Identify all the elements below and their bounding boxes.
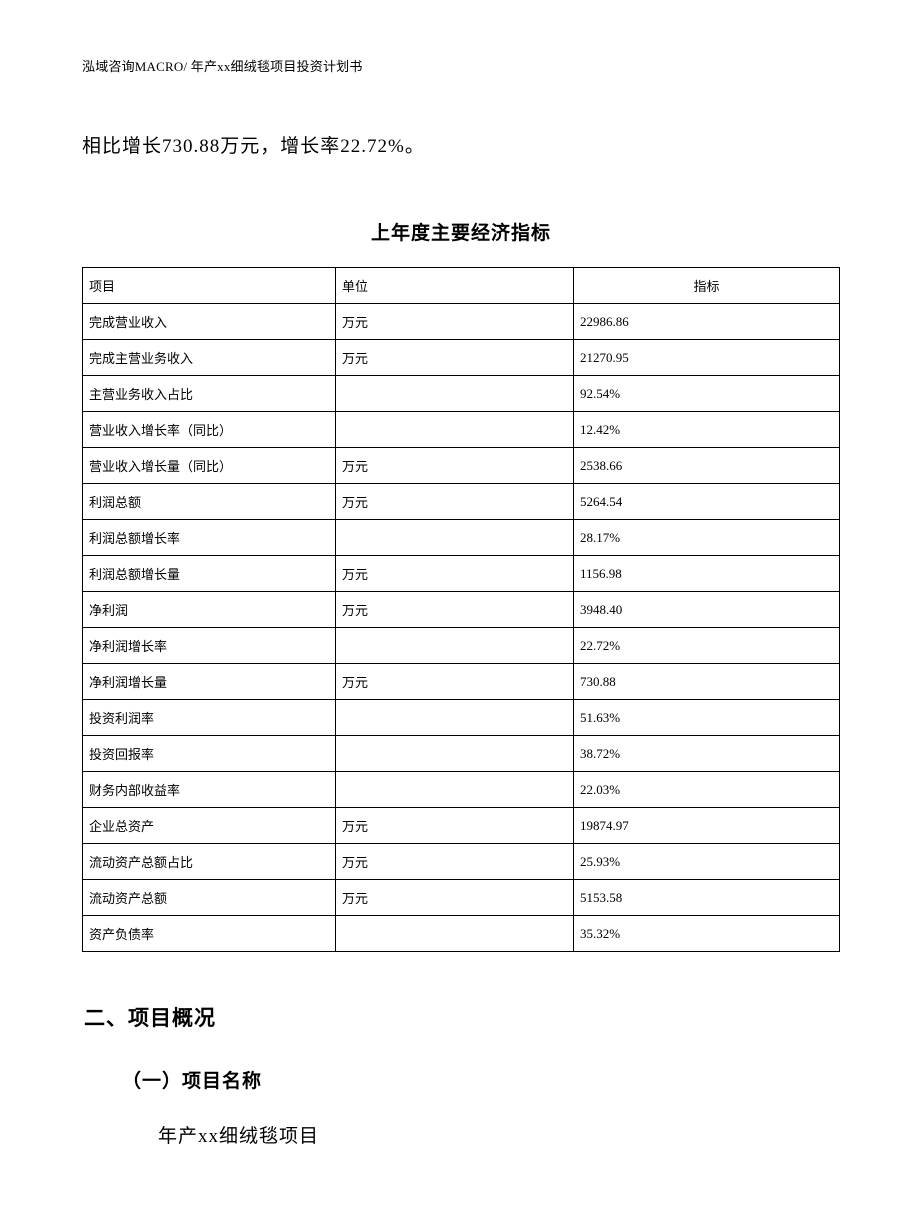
table-row: 净利润增长量万元730.88: [83, 664, 840, 700]
table-cell: 万元: [336, 556, 574, 592]
table-cell: 利润总额增长率: [83, 520, 336, 556]
table-cell: 5264.54: [574, 484, 840, 520]
table-row: 完成主营业务收入万元21270.95: [83, 340, 840, 376]
table-row: 利润总额万元5264.54: [83, 484, 840, 520]
col-header-value: 指标: [574, 268, 840, 304]
table-cell: 投资回报率: [83, 736, 336, 772]
table-cell: 万元: [336, 340, 574, 376]
col-header-unit: 单位: [336, 268, 574, 304]
section-2-subheading: （一）项目名称: [122, 1066, 840, 1093]
table-cell: 万元: [336, 304, 574, 340]
table-cell: 22986.86: [574, 304, 840, 340]
table-cell: 净利润增长率: [83, 628, 336, 664]
table-row: 流动资产总额万元5153.58: [83, 880, 840, 916]
table-row: 主营业务收入占比 92.54%: [83, 376, 840, 412]
table-cell: 22.72%: [574, 628, 840, 664]
table-header-row: 项目 单位 指标: [83, 268, 840, 304]
indicators-table: 项目 单位 指标 完成营业收入万元22986.86完成主营业务收入万元21270…: [82, 267, 840, 952]
table-cell: 3948.40: [574, 592, 840, 628]
table-row: 利润总额增长量万元1156.98: [83, 556, 840, 592]
table-cell: [336, 376, 574, 412]
table-row: 净利润万元3948.40: [83, 592, 840, 628]
table-row: 投资回报率 38.72%: [83, 736, 840, 772]
table-cell: 投资利润率: [83, 700, 336, 736]
table-row: 流动资产总额占比万元25.93%: [83, 844, 840, 880]
table-row: 资产负债率 35.32%: [83, 916, 840, 952]
table-cell: 完成主营业务收入: [83, 340, 336, 376]
table-cell: 流动资产总额: [83, 880, 336, 916]
section-2-heading: 二、项目概况: [84, 1002, 840, 1032]
table-cell: [336, 412, 574, 448]
page-header: 泓域咨询MACRO/ 年产xx细绒毯项目投资计划书: [82, 56, 840, 75]
table-row: 财务内部收益率 22.03%: [83, 772, 840, 808]
table-cell: 资产负债率: [83, 916, 336, 952]
table-cell: 万元: [336, 592, 574, 628]
table-cell: 净利润增长量: [83, 664, 336, 700]
table-cell: 营业收入增长量（同比）: [83, 448, 336, 484]
table-row: 营业收入增长率（同比） 12.42%: [83, 412, 840, 448]
table-cell: 财务内部收益率: [83, 772, 336, 808]
table-cell: 万元: [336, 844, 574, 880]
table-cell: 营业收入增长率（同比）: [83, 412, 336, 448]
table-cell: 92.54%: [574, 376, 840, 412]
table-cell: 净利润: [83, 592, 336, 628]
table-row: 完成营业收入万元22986.86: [83, 304, 840, 340]
col-header-item: 项目: [83, 268, 336, 304]
table-row: 利润总额增长率 28.17%: [83, 520, 840, 556]
table-cell: 28.17%: [574, 520, 840, 556]
table-title: 上年度主要经济指标: [82, 218, 840, 245]
table-cell: [336, 772, 574, 808]
table-row: 净利润增长率 22.72%: [83, 628, 840, 664]
table-row: 投资利润率 51.63%: [83, 700, 840, 736]
table-cell: 利润总额增长量: [83, 556, 336, 592]
table-cell: 利润总额: [83, 484, 336, 520]
table-cell: 企业总资产: [83, 808, 336, 844]
table-row: 营业收入增长量（同比）万元2538.66: [83, 448, 840, 484]
table-cell: 2538.66: [574, 448, 840, 484]
table-cell: 19874.97: [574, 808, 840, 844]
project-name-text: 年产xx细绒毯项目: [158, 1121, 840, 1148]
table-cell: 21270.95: [574, 340, 840, 376]
table-cell: 730.88: [574, 664, 840, 700]
intro-text: 相比增长730.88万元，增长率22.72%。: [82, 131, 840, 158]
table-cell: [336, 916, 574, 952]
table-cell: 12.42%: [574, 412, 840, 448]
table-cell: [336, 520, 574, 556]
table-cell: 35.32%: [574, 916, 840, 952]
table-cell: 51.63%: [574, 700, 840, 736]
table-cell: 万元: [336, 808, 574, 844]
table-cell: 万元: [336, 448, 574, 484]
table-cell: 完成营业收入: [83, 304, 336, 340]
table-cell: 主营业务收入占比: [83, 376, 336, 412]
table-cell: 38.72%: [574, 736, 840, 772]
table-cell: 万元: [336, 484, 574, 520]
table-cell: [336, 736, 574, 772]
table-cell: 万元: [336, 664, 574, 700]
table-cell: [336, 700, 574, 736]
table-cell: 22.03%: [574, 772, 840, 808]
table-cell: 1156.98: [574, 556, 840, 592]
table-cell: 25.93%: [574, 844, 840, 880]
table-cell: 5153.58: [574, 880, 840, 916]
table-row: 企业总资产万元19874.97: [83, 808, 840, 844]
table-cell: 流动资产总额占比: [83, 844, 336, 880]
table-cell: [336, 628, 574, 664]
table-cell: 万元: [336, 880, 574, 916]
